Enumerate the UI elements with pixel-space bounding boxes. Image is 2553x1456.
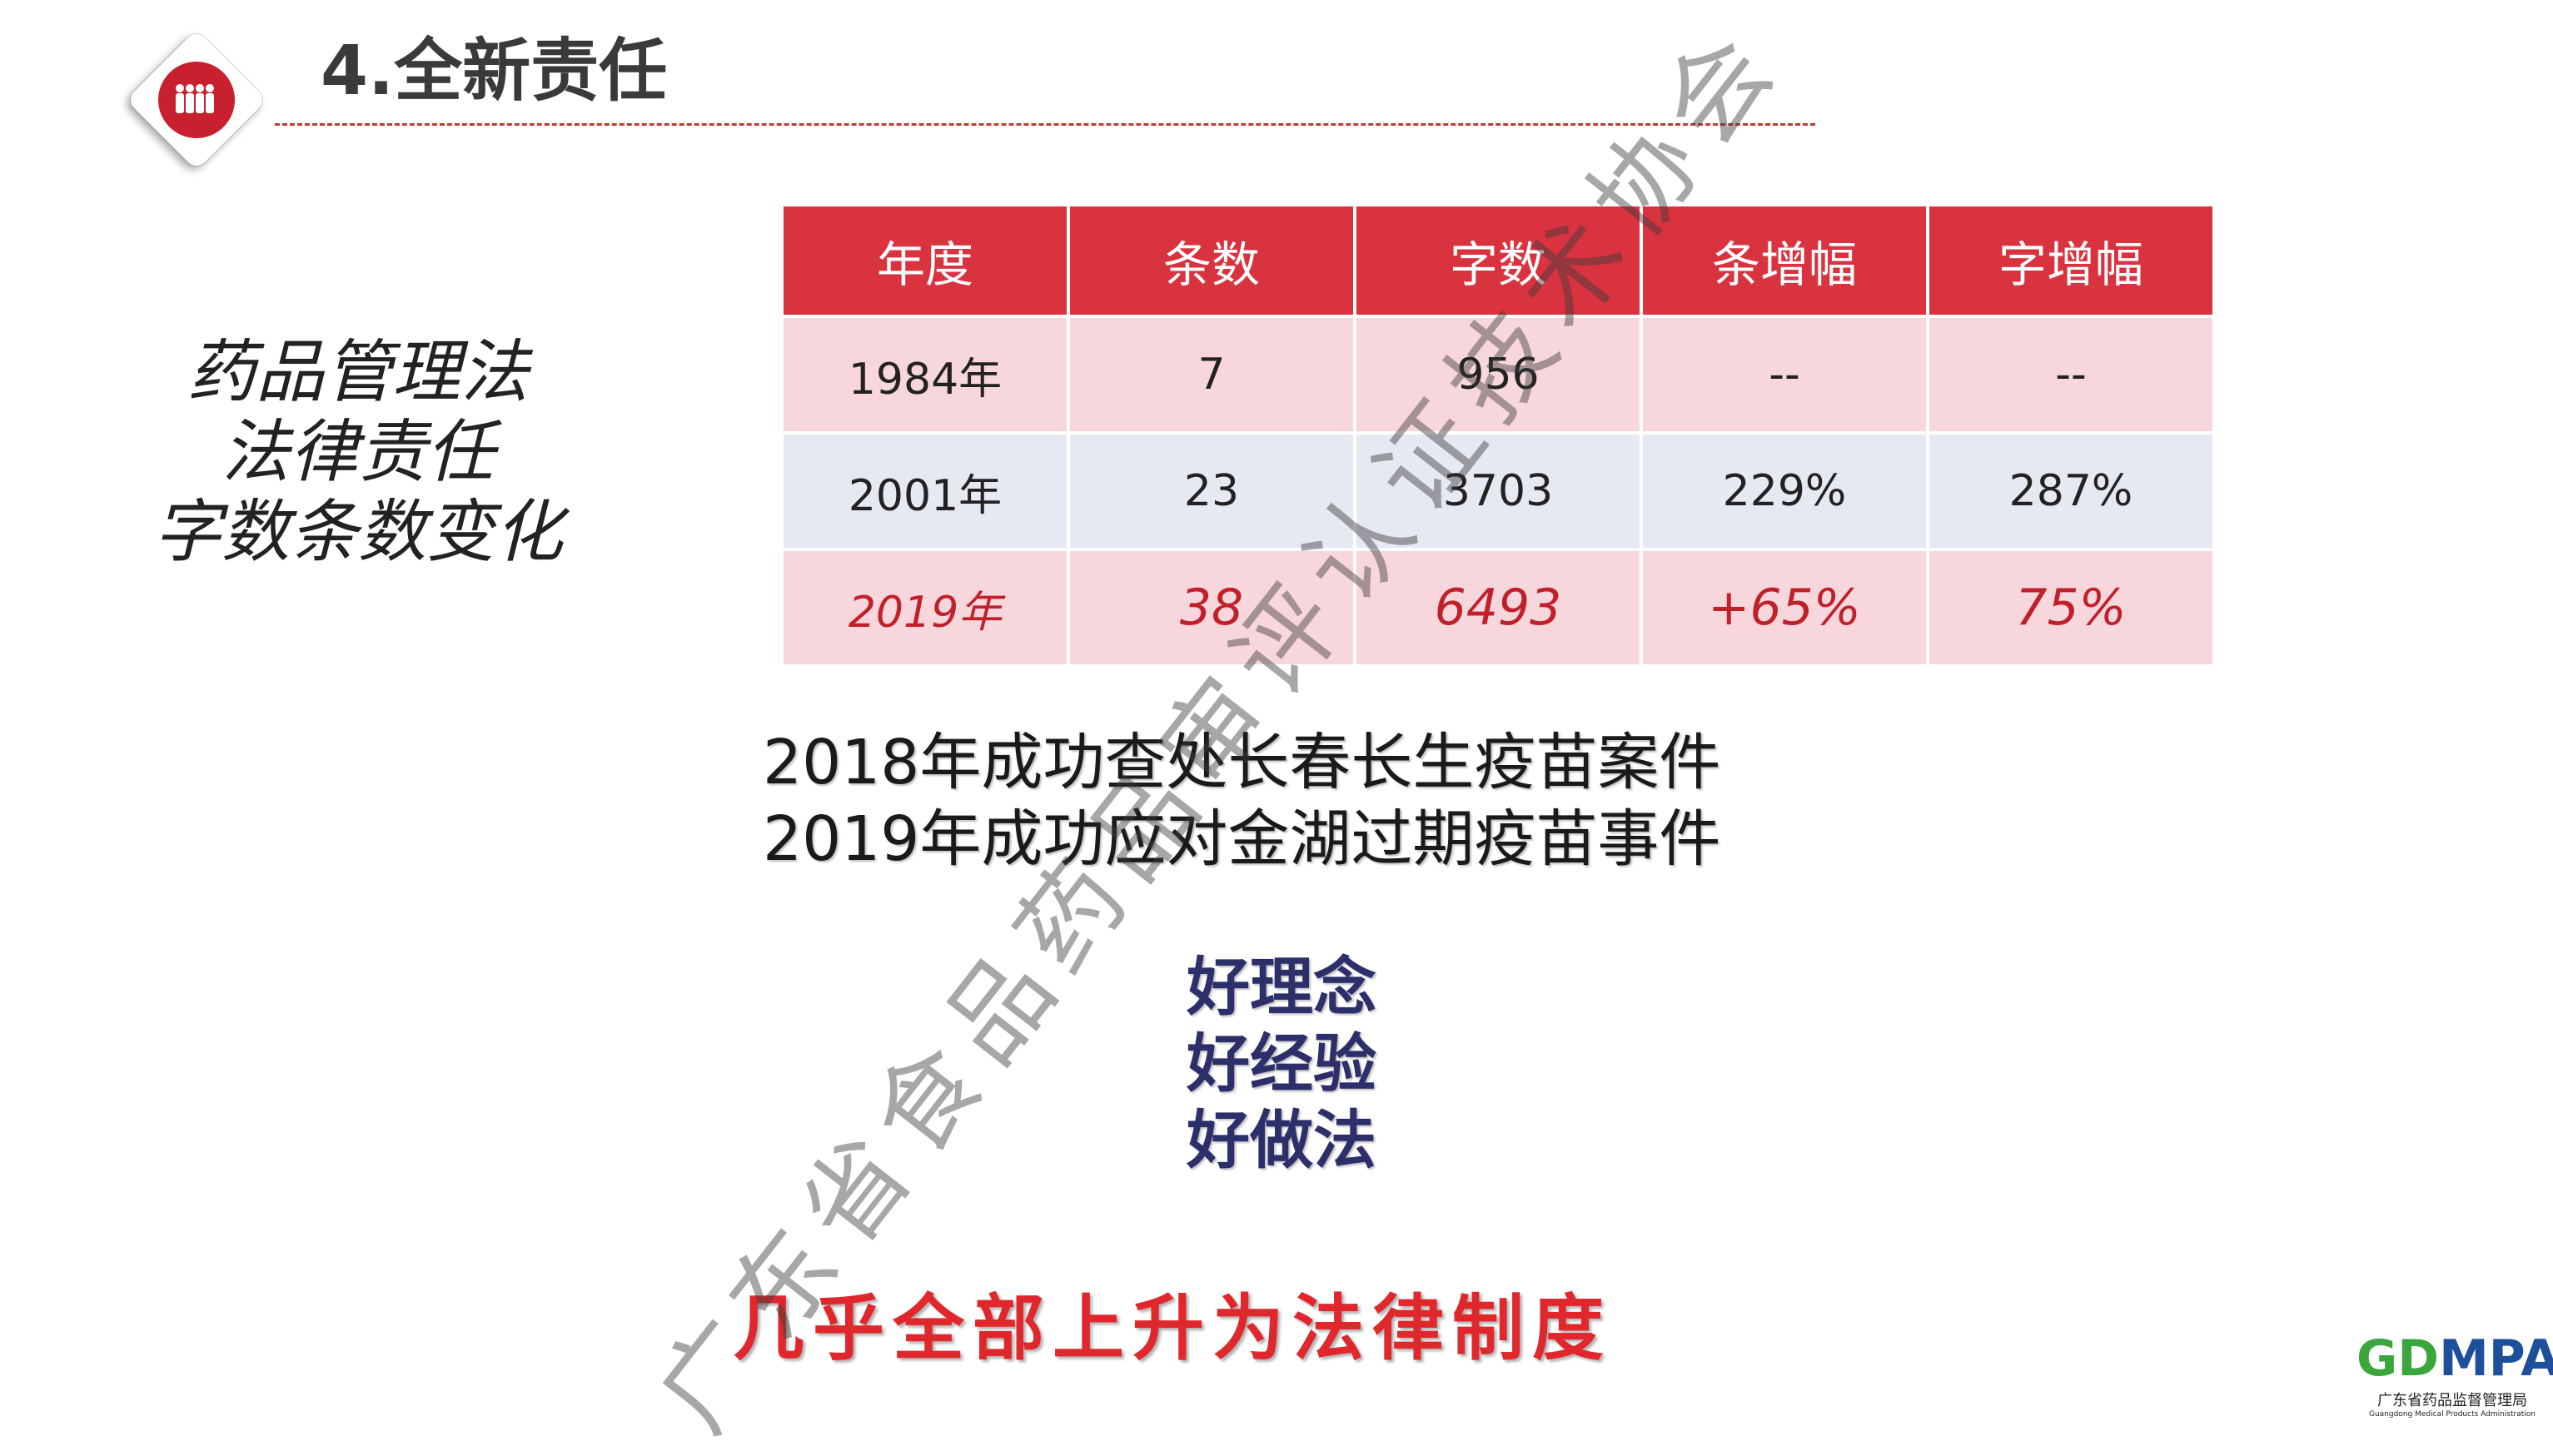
column-header: 年度: [784, 206, 1067, 315]
table-cell: 23: [1070, 435, 1353, 548]
caption-line: 药品管理法: [187, 333, 529, 412]
left-caption: 药品管理法 法律责任 字数条数变化: [125, 333, 591, 573]
column-header: 条增幅: [1643, 206, 1926, 315]
logo-mark-mpa: MPA: [2439, 1329, 2553, 1388]
event-line: 2018年成功查处长春长生疫苗案件: [763, 727, 1721, 798]
table-cell: 1984年: [784, 318, 1067, 431]
good-line: 好做法: [1187, 1103, 1376, 1177]
table-cell: +65%: [1643, 551, 1926, 664]
title-divider: [275, 123, 1815, 126]
good-line: 好理念: [1187, 950, 1376, 1024]
table-cell: 6493: [1356, 551, 1640, 664]
conclusion-banner: 几乎全部上升为法律制度: [733, 1287, 1612, 1370]
good-practices-list: 好理念 好经验 好做法: [1187, 949, 1376, 1179]
events-list: 2018年成功查处长春长生疫苗案件 2019年成功应对金湖过期疫苗事件: [763, 724, 1720, 877]
good-line: 好经验: [1187, 1026, 1376, 1101]
gdmpa-logo: GDMPA 广东省药品监督管理局 Guangdong Medical Produ…: [2356, 1329, 2553, 1419]
column-header: 字增幅: [1929, 206, 2212, 315]
table-cell: 2001年: [784, 435, 1067, 548]
table-cell: 229%: [1643, 435, 1926, 548]
table-cell: 38: [1070, 551, 1353, 664]
table-cell: 7: [1070, 318, 1353, 431]
table-cell: 2019年: [784, 551, 1067, 664]
column-header: 条数: [1070, 206, 1353, 315]
caption-line: 法律责任: [221, 413, 495, 492]
logo-mark-gd: GD: [2356, 1329, 2440, 1388]
table-cell: 3703: [1356, 435, 1640, 548]
table-row: 2001年 23 3703 229% 287%: [784, 435, 2212, 548]
law-change-table: 年度 条数 字数 条增幅 字增幅 1984年 7 956 -- -- 2001年…: [780, 203, 2216, 668]
table-cell: 75%: [1929, 551, 2212, 664]
page-title: 4.全新责任: [321, 32, 668, 111]
logo-chinese-name: 广东省药品监督管理局: [2377, 1392, 2527, 1409]
table-row: 2019年 38 6493 +65% 75%: [784, 551, 2212, 664]
section-icon-badge: [126, 29, 267, 171]
table-cell: 956: [1356, 318, 1640, 431]
column-header: 字数: [1356, 206, 1640, 315]
table-cell: --: [1929, 318, 2212, 431]
event-line: 2019年成功应对金湖过期疫苗事件: [763, 803, 1721, 875]
table-cell: --: [1643, 318, 1926, 431]
logo-english-name: Guangdong Medical Products Administratio…: [2368, 1410, 2536, 1419]
table-header-row: 年度 条数 字数 条增幅 字增幅: [784, 206, 2212, 315]
caption-line: 字数条数变化: [153, 493, 563, 572]
logo-mark: GDMPA: [2356, 1329, 2553, 1388]
table-row: 1984年 7 956 -- --: [784, 318, 2212, 431]
table-cell: 287%: [1929, 435, 2212, 548]
people-group-icon: [158, 62, 235, 138]
